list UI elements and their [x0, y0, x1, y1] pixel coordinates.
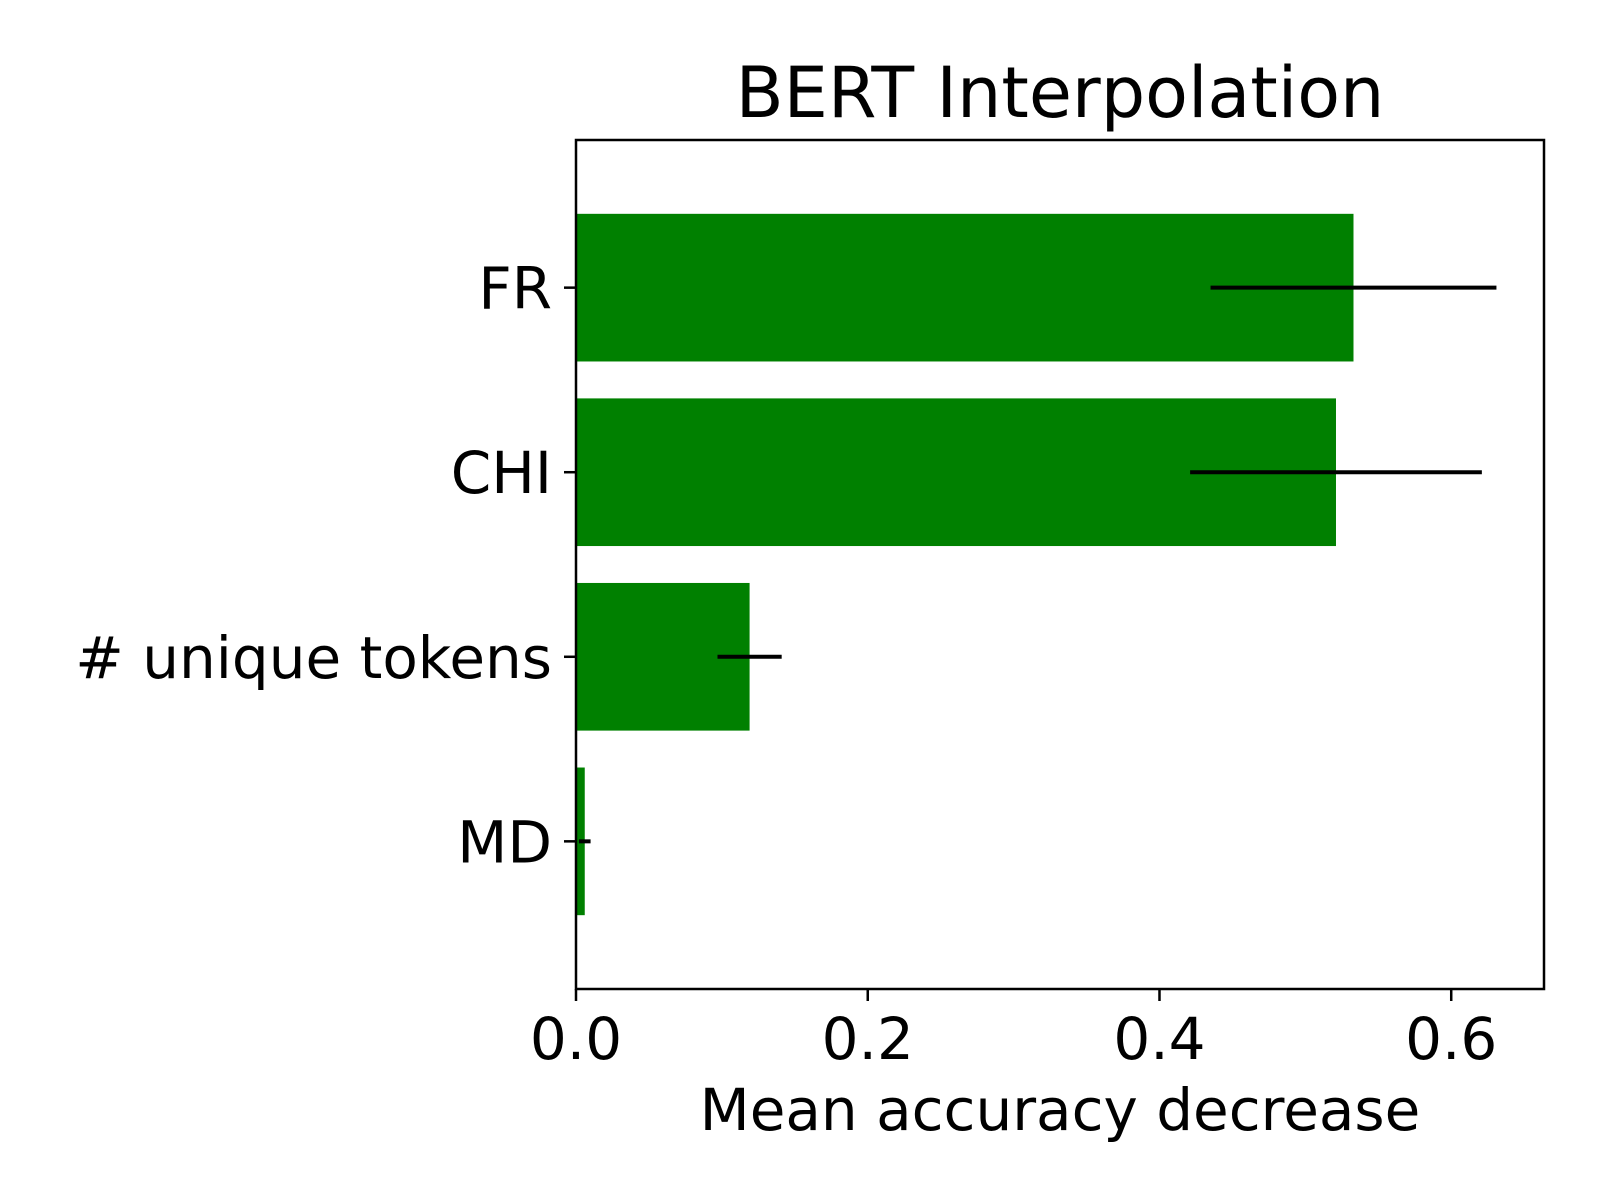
errorbars-layer: [578, 285, 1497, 844]
x-tick-label: 0.0: [530, 1005, 622, 1073]
plot-frame: [574, 138, 1546, 991]
y-tick-label: MD: [457, 808, 552, 876]
x-axis-label: Mean accuracy decrease: [700, 1076, 1421, 1144]
x-tick-label: 0.6: [1405, 1005, 1497, 1073]
y-tick-label: CHI: [451, 439, 552, 507]
y-axis: FR CHI # unique tokens MD: [75, 255, 576, 876]
bars-layer: [576, 213, 1354, 916]
y-tick-label: FR: [478, 255, 552, 323]
x-tick-label: 0.2: [822, 1005, 914, 1073]
y-tick-label: # unique tokens: [75, 624, 552, 692]
x-axis: 0.0 0.2 0.4 0.6: [530, 989, 1497, 1073]
x-tick-label: 0.4: [1113, 1005, 1205, 1073]
chart-title: BERT Interpolation: [736, 52, 1385, 134]
